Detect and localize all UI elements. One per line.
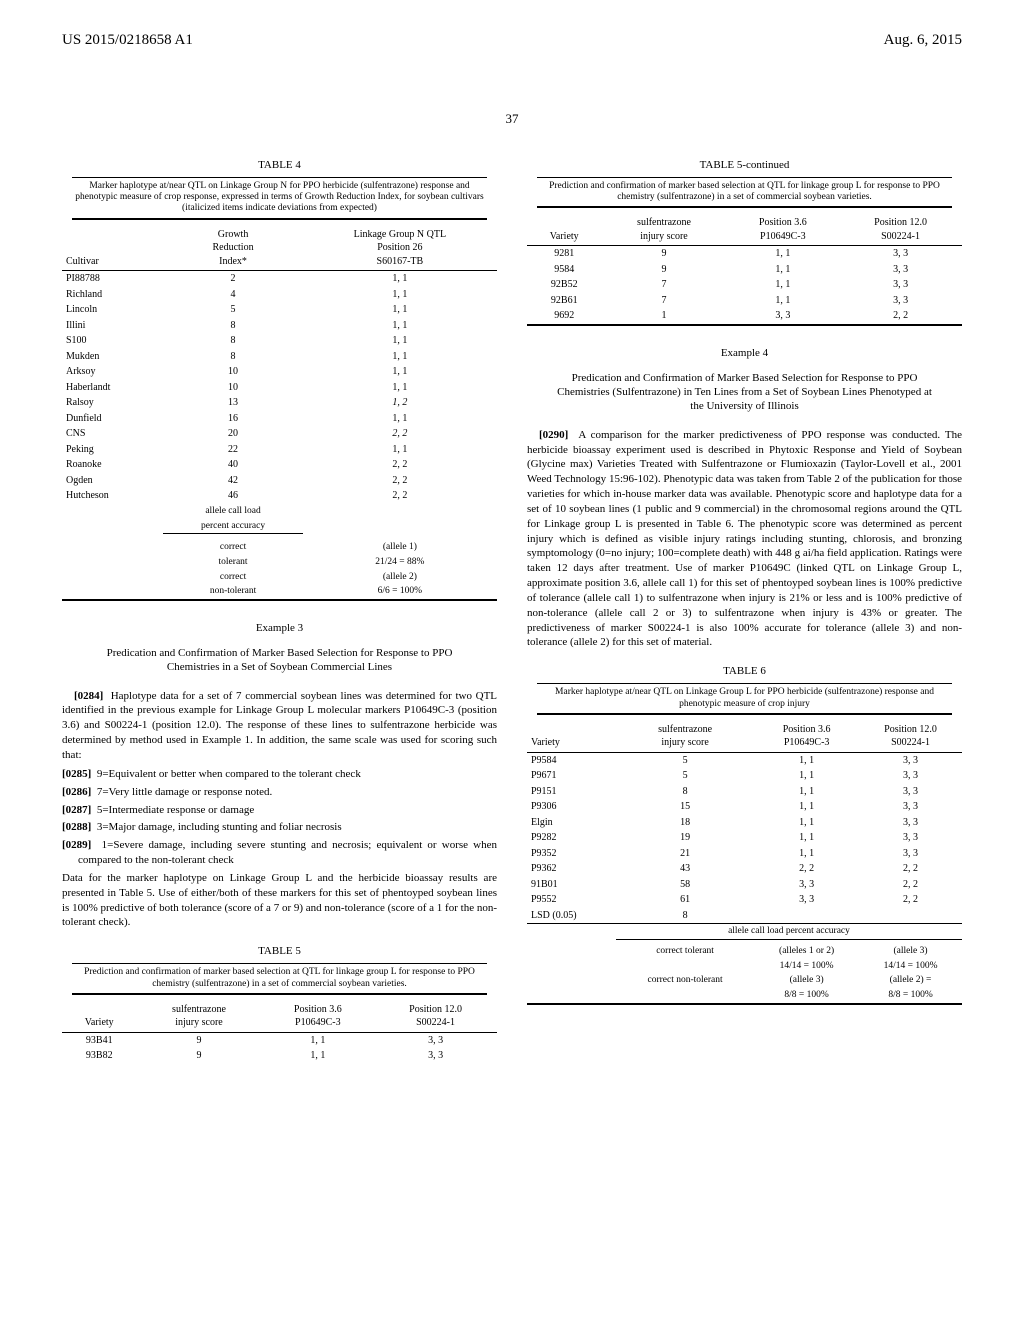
table-row: 969213, 32, 2 — [527, 308, 962, 325]
t5-h4: Position 12.0S00224-1 — [374, 1001, 497, 1033]
table-row: 93B4191, 13, 3 — [62, 1032, 497, 1048]
table-row: P9306151, 13, 3 — [527, 799, 962, 815]
t5c-h4: Position 12.0S00224-1 — [839, 214, 962, 246]
table-row: PI8878821, 1 — [62, 271, 497, 287]
table-row: 91B01583, 32, 2 — [527, 877, 962, 893]
t5c-h2: sulfentrazoneinjury score — [602, 214, 727, 246]
table-row: Richland41, 1 — [62, 287, 497, 303]
para-0285: [0285] 9=Equivalent or better when compa… — [78, 767, 497, 782]
para-0284: [0284] Haplotype data for a set of 7 com… — [62, 689, 497, 763]
two-column-layout: TABLE 4 Marker haplotype at/near QTL on … — [62, 158, 962, 1064]
t4-col3: Linkage Group N QTL Position 26 S60167-T… — [303, 226, 497, 271]
example4-subtitle: Predication and Confirmation of Marker B… — [557, 371, 932, 414]
table-row: S10081, 1 — [62, 333, 497, 349]
table4: Cultivar Growth Reduction Index* Linkage… — [62, 226, 497, 601]
table-row: Elgin181, 13, 3 — [527, 815, 962, 831]
publication-number: US 2015/0218658 A1 — [62, 30, 193, 50]
table6-caption: Marker haplotype at/near QTL on Linkage … — [537, 683, 952, 715]
table-row: Arksoy101, 1 — [62, 364, 497, 380]
left-column: TABLE 4 Marker haplotype at/near QTL on … — [62, 158, 497, 1064]
t5c-h3: Position 3.6P10649C-3 — [726, 214, 839, 246]
table-row: P9552613, 32, 2 — [527, 892, 962, 908]
table-row: P967151, 13, 3 — [527, 768, 962, 784]
publication-date: Aug. 6, 2015 — [884, 30, 962, 50]
table-row: P915181, 13, 3 — [527, 784, 962, 800]
t5-h2: sulfentrazoneinjury score — [137, 1001, 262, 1033]
example4-title: Example 4 — [527, 346, 962, 361]
table-row: CNS202, 2 — [62, 426, 497, 442]
table-row: Roanoke402, 2 — [62, 457, 497, 473]
table-row: Haberlandt101, 1 — [62, 380, 497, 396]
t6-h1: Variety — [527, 721, 616, 753]
t5-h1: Variety — [62, 1001, 137, 1033]
table5-title: TABLE 5 — [62, 944, 497, 959]
table4-title: TABLE 4 — [62, 158, 497, 173]
table-row: Ralsoy131, 2 — [62, 395, 497, 411]
t4-col2: Growth Reduction Index* — [163, 226, 302, 271]
table-row: 958491, 13, 3 — [527, 262, 962, 278]
t4-col1: Cultivar — [62, 226, 163, 271]
para-0288: [0288] 3=Major damage, including stuntin… — [78, 820, 497, 835]
t6-h3: Position 3.6P10649C-3 — [754, 721, 859, 753]
table5c-caption: Prediction and confirmation of marker ba… — [537, 177, 952, 209]
page-number: 37 — [62, 110, 962, 128]
table-row: Peking221, 1 — [62, 442, 497, 458]
table5c-title: TABLE 5-continued — [527, 158, 962, 173]
t5c-h1: Variety — [527, 214, 602, 246]
table-row: Mukden81, 1 — [62, 349, 497, 365]
table4-caption: Marker haplotype at/near QTL on Linkage … — [72, 177, 487, 220]
table5-caption: Prediction and confirmation of marker ba… — [72, 963, 487, 995]
table-row: P9362432, 22, 2 — [527, 861, 962, 877]
table-row: Hutcheson462, 2 — [62, 488, 497, 504]
t5-h3: Position 3.6P10649C-3 — [261, 1001, 374, 1033]
page-header: US 2015/0218658 A1 Aug. 6, 2015 — [62, 30, 962, 50]
table-row: P9352211, 13, 3 — [527, 846, 962, 862]
table-row: Ogden422, 2 — [62, 473, 497, 489]
table-row: 928191, 13, 3 — [527, 246, 962, 262]
right-column: TABLE 5-continued Prediction and confirm… — [527, 158, 962, 1064]
t6-h4: Position 12.0S00224-1 — [859, 721, 962, 753]
table-row: P9282191, 13, 3 — [527, 830, 962, 846]
table-row: 92B6171, 13, 3 — [527, 293, 962, 309]
table-row: Dunfield161, 1 — [62, 411, 497, 427]
table-row: P958451, 13, 3 — [527, 752, 962, 768]
table-row: LSD (0.05)8 — [527, 908, 962, 924]
table5-continued: Variety sulfentrazoneinjury score Positi… — [527, 214, 962, 326]
para-0290: [0290] A comparison for the marker predi… — [527, 428, 962, 651]
example3-subtitle: Predication and Confirmation of Marker B… — [92, 646, 467, 675]
table-row: Illini81, 1 — [62, 318, 497, 334]
t6-h2: sulfentrazoneinjury score — [616, 721, 754, 753]
table6-title: TABLE 6 — [527, 664, 962, 679]
table6: Variety sulfentrazoneinjury score Positi… — [527, 721, 962, 1005]
para-after: Data for the marker haplotype on Linkage… — [62, 871, 497, 930]
example3-title: Example 3 — [62, 621, 497, 636]
para-0287: [0287] 5=Intermediate response or damage — [78, 803, 497, 818]
table5: Variety sulfentrazoneinjury score Positi… — [62, 1001, 497, 1064]
table-row: Lincoln51, 1 — [62, 302, 497, 318]
para-0289: [0289] 1=Severe damage, including severe… — [78, 838, 497, 868]
para-0286: [0286] 7=Very little damage or response … — [78, 785, 497, 800]
table-row: 93B8291, 13, 3 — [62, 1048, 497, 1064]
table-row: 92B5271, 13, 3 — [527, 277, 962, 293]
